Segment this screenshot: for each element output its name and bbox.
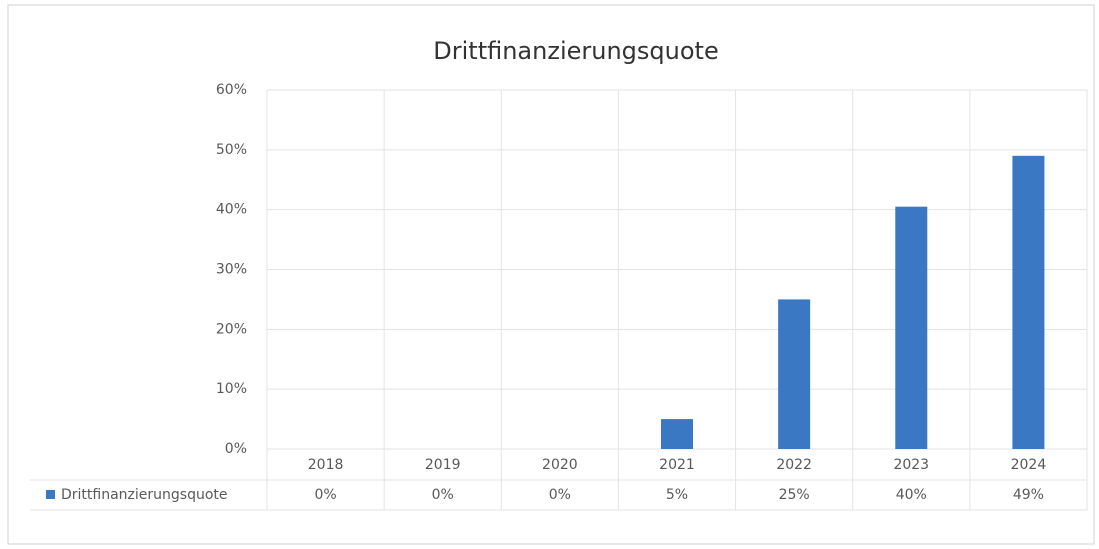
bar [895, 206, 928, 449]
y-tick-label: 10% [216, 381, 247, 397]
bar [661, 419, 693, 449]
y-tick-label: 30% [216, 262, 247, 278]
y-tick-label: 20% [216, 321, 247, 337]
x-tick-label: 2024 [1011, 457, 1047, 473]
x-tick-label: 2019 [425, 457, 461, 473]
y-tick-label: 40% [216, 202, 247, 218]
x-tick-label: 2018 [308, 457, 344, 473]
table-value: 40% [896, 487, 927, 503]
y-tick-label: 0% [225, 441, 247, 457]
bar [778, 299, 811, 449]
table-value: 0% [549, 487, 571, 503]
table-value: 0% [432, 487, 454, 503]
table-value: 0% [314, 487, 336, 503]
table-value: 25% [779, 487, 810, 503]
y-tick-label: 60% [216, 82, 247, 98]
table-value: 5% [666, 487, 688, 503]
table-value: 49% [1013, 487, 1044, 503]
bar [1012, 155, 1045, 450]
x-tick-label: 2023 [893, 457, 929, 473]
legend-marker [46, 490, 55, 499]
chart-title: Drittfinanzierungsquote [433, 37, 718, 65]
y-tick-label: 50% [216, 142, 247, 158]
x-tick-label: 2022 [776, 457, 812, 473]
legend-label: Drittfinanzierungsquote [61, 487, 228, 503]
x-tick-label: 2021 [659, 457, 695, 473]
x-tick-label: 2020 [542, 457, 578, 473]
